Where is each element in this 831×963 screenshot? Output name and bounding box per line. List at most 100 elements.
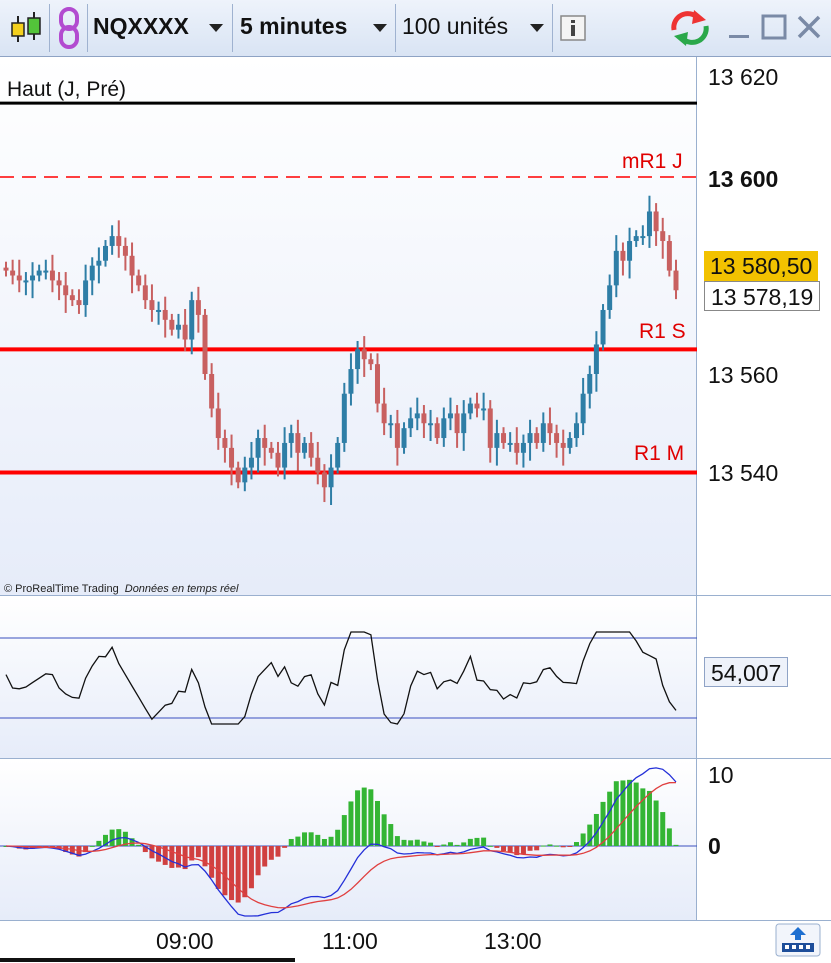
candle-body — [162, 309, 168, 320]
candle-body — [328, 467, 334, 488]
macd-histogram-bar — [507, 846, 513, 853]
macd-histogram-bar — [83, 846, 89, 853]
candle-body — [83, 280, 89, 306]
candle-body — [361, 349, 367, 360]
macd-histogram-bar — [441, 844, 447, 846]
candle-body — [136, 275, 142, 286]
candle-body — [408, 418, 414, 429]
price-axis[interactable] — [697, 57, 831, 595]
candle-body — [255, 438, 261, 458]
candle-body — [540, 423, 546, 443]
y-tick-label: 13 600 — [708, 166, 779, 192]
chevron-down-icon[interactable] — [209, 24, 223, 32]
candle-body — [63, 285, 69, 296]
chevron-down-icon[interactable] — [530, 24, 544, 32]
candle-body — [129, 255, 135, 276]
oscillator-value-badge: 54,007 — [704, 657, 789, 687]
macd-histogram-bar — [633, 782, 639, 846]
info-icon[interactable] — [560, 15, 586, 41]
close-icon[interactable] — [796, 14, 822, 40]
candle-body — [434, 423, 440, 439]
macd-histogram-bar — [481, 837, 487, 846]
candle-body — [116, 236, 122, 246]
candle-body — [209, 374, 215, 409]
candle-body — [348, 369, 354, 394]
x-tick-label: 09:00 — [156, 928, 214, 954]
candle-body — [169, 319, 175, 330]
macd-histogram-bar — [613, 781, 619, 846]
macd-histogram-bar — [175, 846, 181, 868]
candle-body — [89, 265, 95, 281]
link-icon[interactable] — [56, 6, 82, 50]
macd-histogram-bar — [454, 844, 460, 846]
candle-body — [567, 438, 573, 448]
last-price-badge: 13 580,50 — [704, 251, 819, 281]
macd-histogram-bar — [335, 829, 341, 846]
oscillator-line — [5, 631, 677, 725]
y-tick-label: 13 540 — [708, 460, 779, 486]
maximize-icon[interactable] — [761, 14, 787, 40]
candle-body — [573, 423, 579, 439]
candle-body — [295, 433, 301, 453]
candle-body — [673, 270, 679, 291]
macd-histogram-bar — [162, 846, 168, 865]
macd-tick-label: 10 — [708, 762, 734, 788]
candle-body — [149, 300, 155, 310]
macd-histogram-bar — [122, 831, 128, 846]
macd-axis — [697, 760, 831, 920]
candle-body — [109, 236, 115, 246]
minimize-icon[interactable] — [727, 16, 751, 40]
macd-histogram-bar — [109, 829, 115, 846]
candle-body — [381, 403, 387, 424]
macd-histogram-bar — [388, 824, 394, 846]
macd-signal-line — [5, 781, 677, 909]
timeframe-selector[interactable]: 5 minutes — [240, 13, 348, 39]
macd-histogram-bar — [235, 846, 241, 903]
price-chart[interactable] — [0, 57, 697, 595]
macd-histogram-bar — [401, 839, 407, 846]
macd-chart[interactable] — [0, 760, 697, 920]
candle-body — [175, 324, 181, 330]
refresh-icon[interactable] — [668, 8, 714, 48]
chevron-down-icon[interactable] — [373, 24, 387, 32]
macd-histogram-bar — [580, 833, 586, 846]
candle-body — [315, 457, 321, 473]
panel-options-icon[interactable] — [775, 923, 821, 957]
candle-body — [335, 442, 341, 468]
macd-histogram-bar — [501, 846, 507, 852]
macd-histogram-bar — [23, 846, 29, 850]
candle-body — [501, 433, 507, 443]
candle-body — [554, 433, 560, 443]
candle-body — [520, 442, 526, 453]
x-tick-label: 11:00 — [322, 928, 378, 954]
candle-body — [487, 408, 493, 448]
macd-histogram-bar — [302, 832, 308, 846]
oscillator-panel[interactable] — [0, 597, 697, 758]
candle-body — [454, 413, 460, 434]
oscillator-chart[interactable] — [0, 597, 697, 758]
macd-tick-label: 0 — [708, 833, 721, 859]
macd-histogram-bar — [421, 841, 427, 846]
candlestick-icon[interactable] — [6, 10, 44, 46]
units-selector[interactable]: 100 unités — [402, 13, 509, 39]
macd-histogram-bar — [520, 846, 526, 855]
candle-body — [620, 250, 626, 261]
candle-body — [374, 364, 380, 404]
candle-body — [156, 309, 162, 312]
macd-histogram-bar — [607, 791, 613, 846]
macd-histogram-bar — [527, 846, 533, 851]
macd-histogram-bar — [268, 846, 274, 860]
macd-histogram-bar — [434, 846, 440, 847]
candle-body — [43, 270, 49, 273]
price-panel[interactable] — [0, 57, 697, 595]
candle-body — [76, 300, 82, 306]
candle-body — [189, 300, 195, 340]
scroll-track[interactable] — [0, 958, 295, 962]
candle-body — [481, 408, 487, 411]
macd-histogram-bar — [242, 846, 248, 898]
candle-body — [3, 267, 9, 271]
symbol-selector[interactable]: NQXXXX — [93, 13, 189, 39]
watermark-brand: © ProRealTime Trading — [4, 583, 119, 595]
macd-histogram-bar — [474, 837, 480, 846]
candle-body — [275, 452, 281, 468]
